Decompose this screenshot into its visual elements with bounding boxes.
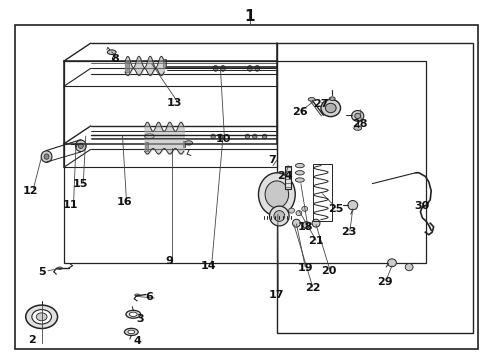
Text: 3: 3 (136, 314, 144, 324)
Ellipse shape (25, 305, 58, 328)
Ellipse shape (296, 211, 302, 216)
Text: 21: 21 (308, 236, 323, 246)
Text: 15: 15 (73, 179, 89, 189)
Ellipse shape (270, 206, 289, 226)
Text: 23: 23 (341, 227, 357, 237)
Text: 25: 25 (328, 204, 343, 214)
Text: 16: 16 (117, 197, 133, 207)
Ellipse shape (36, 313, 47, 321)
Bar (163, 59, 166, 67)
Ellipse shape (303, 222, 310, 228)
Ellipse shape (321, 99, 341, 117)
Ellipse shape (213, 66, 218, 71)
Text: 6: 6 (146, 292, 153, 302)
Bar (183, 141, 185, 147)
Ellipse shape (293, 219, 300, 227)
Ellipse shape (245, 134, 249, 139)
Text: 12: 12 (23, 186, 38, 196)
Ellipse shape (295, 163, 304, 168)
Ellipse shape (128, 330, 135, 334)
Text: 1: 1 (245, 9, 255, 24)
Ellipse shape (295, 178, 304, 182)
Text: 9: 9 (165, 256, 173, 266)
Ellipse shape (312, 219, 320, 227)
Ellipse shape (352, 111, 364, 121)
Bar (277, 43, 473, 333)
Ellipse shape (185, 141, 193, 145)
Ellipse shape (354, 126, 362, 130)
Ellipse shape (218, 134, 222, 139)
Ellipse shape (274, 211, 285, 221)
Bar (313, 164, 332, 221)
Text: 19: 19 (297, 263, 313, 273)
Ellipse shape (247, 66, 252, 71)
Ellipse shape (57, 267, 62, 269)
Text: 28: 28 (352, 119, 368, 129)
Ellipse shape (78, 143, 83, 148)
Ellipse shape (325, 103, 336, 113)
Ellipse shape (44, 154, 49, 159)
Ellipse shape (289, 208, 294, 213)
Ellipse shape (263, 134, 267, 139)
Ellipse shape (265, 181, 289, 208)
Text: 10: 10 (215, 134, 231, 144)
Ellipse shape (405, 264, 413, 271)
Text: 4: 4 (133, 336, 141, 346)
Text: 29: 29 (377, 276, 392, 287)
Polygon shape (285, 166, 291, 189)
Ellipse shape (308, 98, 315, 101)
Bar (145, 142, 148, 151)
Bar (64, 61, 426, 263)
Text: 30: 30 (415, 201, 430, 211)
Text: 27: 27 (313, 99, 329, 109)
Text: 7: 7 (268, 155, 276, 165)
Ellipse shape (295, 171, 304, 175)
Text: 24: 24 (277, 171, 293, 181)
Text: 11: 11 (62, 200, 78, 210)
Text: 18: 18 (298, 222, 314, 232)
Ellipse shape (348, 201, 358, 210)
Text: 5: 5 (38, 267, 46, 277)
Ellipse shape (329, 97, 335, 100)
Ellipse shape (388, 259, 396, 267)
Ellipse shape (220, 66, 225, 71)
Text: 2: 2 (28, 335, 36, 345)
Text: 13: 13 (166, 98, 182, 108)
Bar (125, 62, 129, 72)
Text: 8: 8 (111, 54, 119, 64)
Text: 14: 14 (200, 261, 216, 271)
Ellipse shape (259, 173, 295, 216)
Ellipse shape (75, 140, 86, 152)
Ellipse shape (126, 310, 141, 318)
Ellipse shape (129, 312, 137, 316)
Ellipse shape (302, 206, 308, 211)
Text: 26: 26 (292, 107, 308, 117)
Ellipse shape (255, 66, 260, 71)
Ellipse shape (253, 134, 257, 139)
Text: 22: 22 (305, 283, 320, 293)
Ellipse shape (41, 151, 52, 162)
Ellipse shape (124, 328, 138, 336)
Ellipse shape (355, 113, 361, 118)
Text: 17: 17 (269, 290, 285, 300)
Ellipse shape (107, 50, 116, 54)
Ellipse shape (135, 294, 140, 297)
Ellipse shape (32, 310, 51, 324)
Text: 20: 20 (321, 266, 337, 276)
Ellipse shape (211, 134, 216, 139)
